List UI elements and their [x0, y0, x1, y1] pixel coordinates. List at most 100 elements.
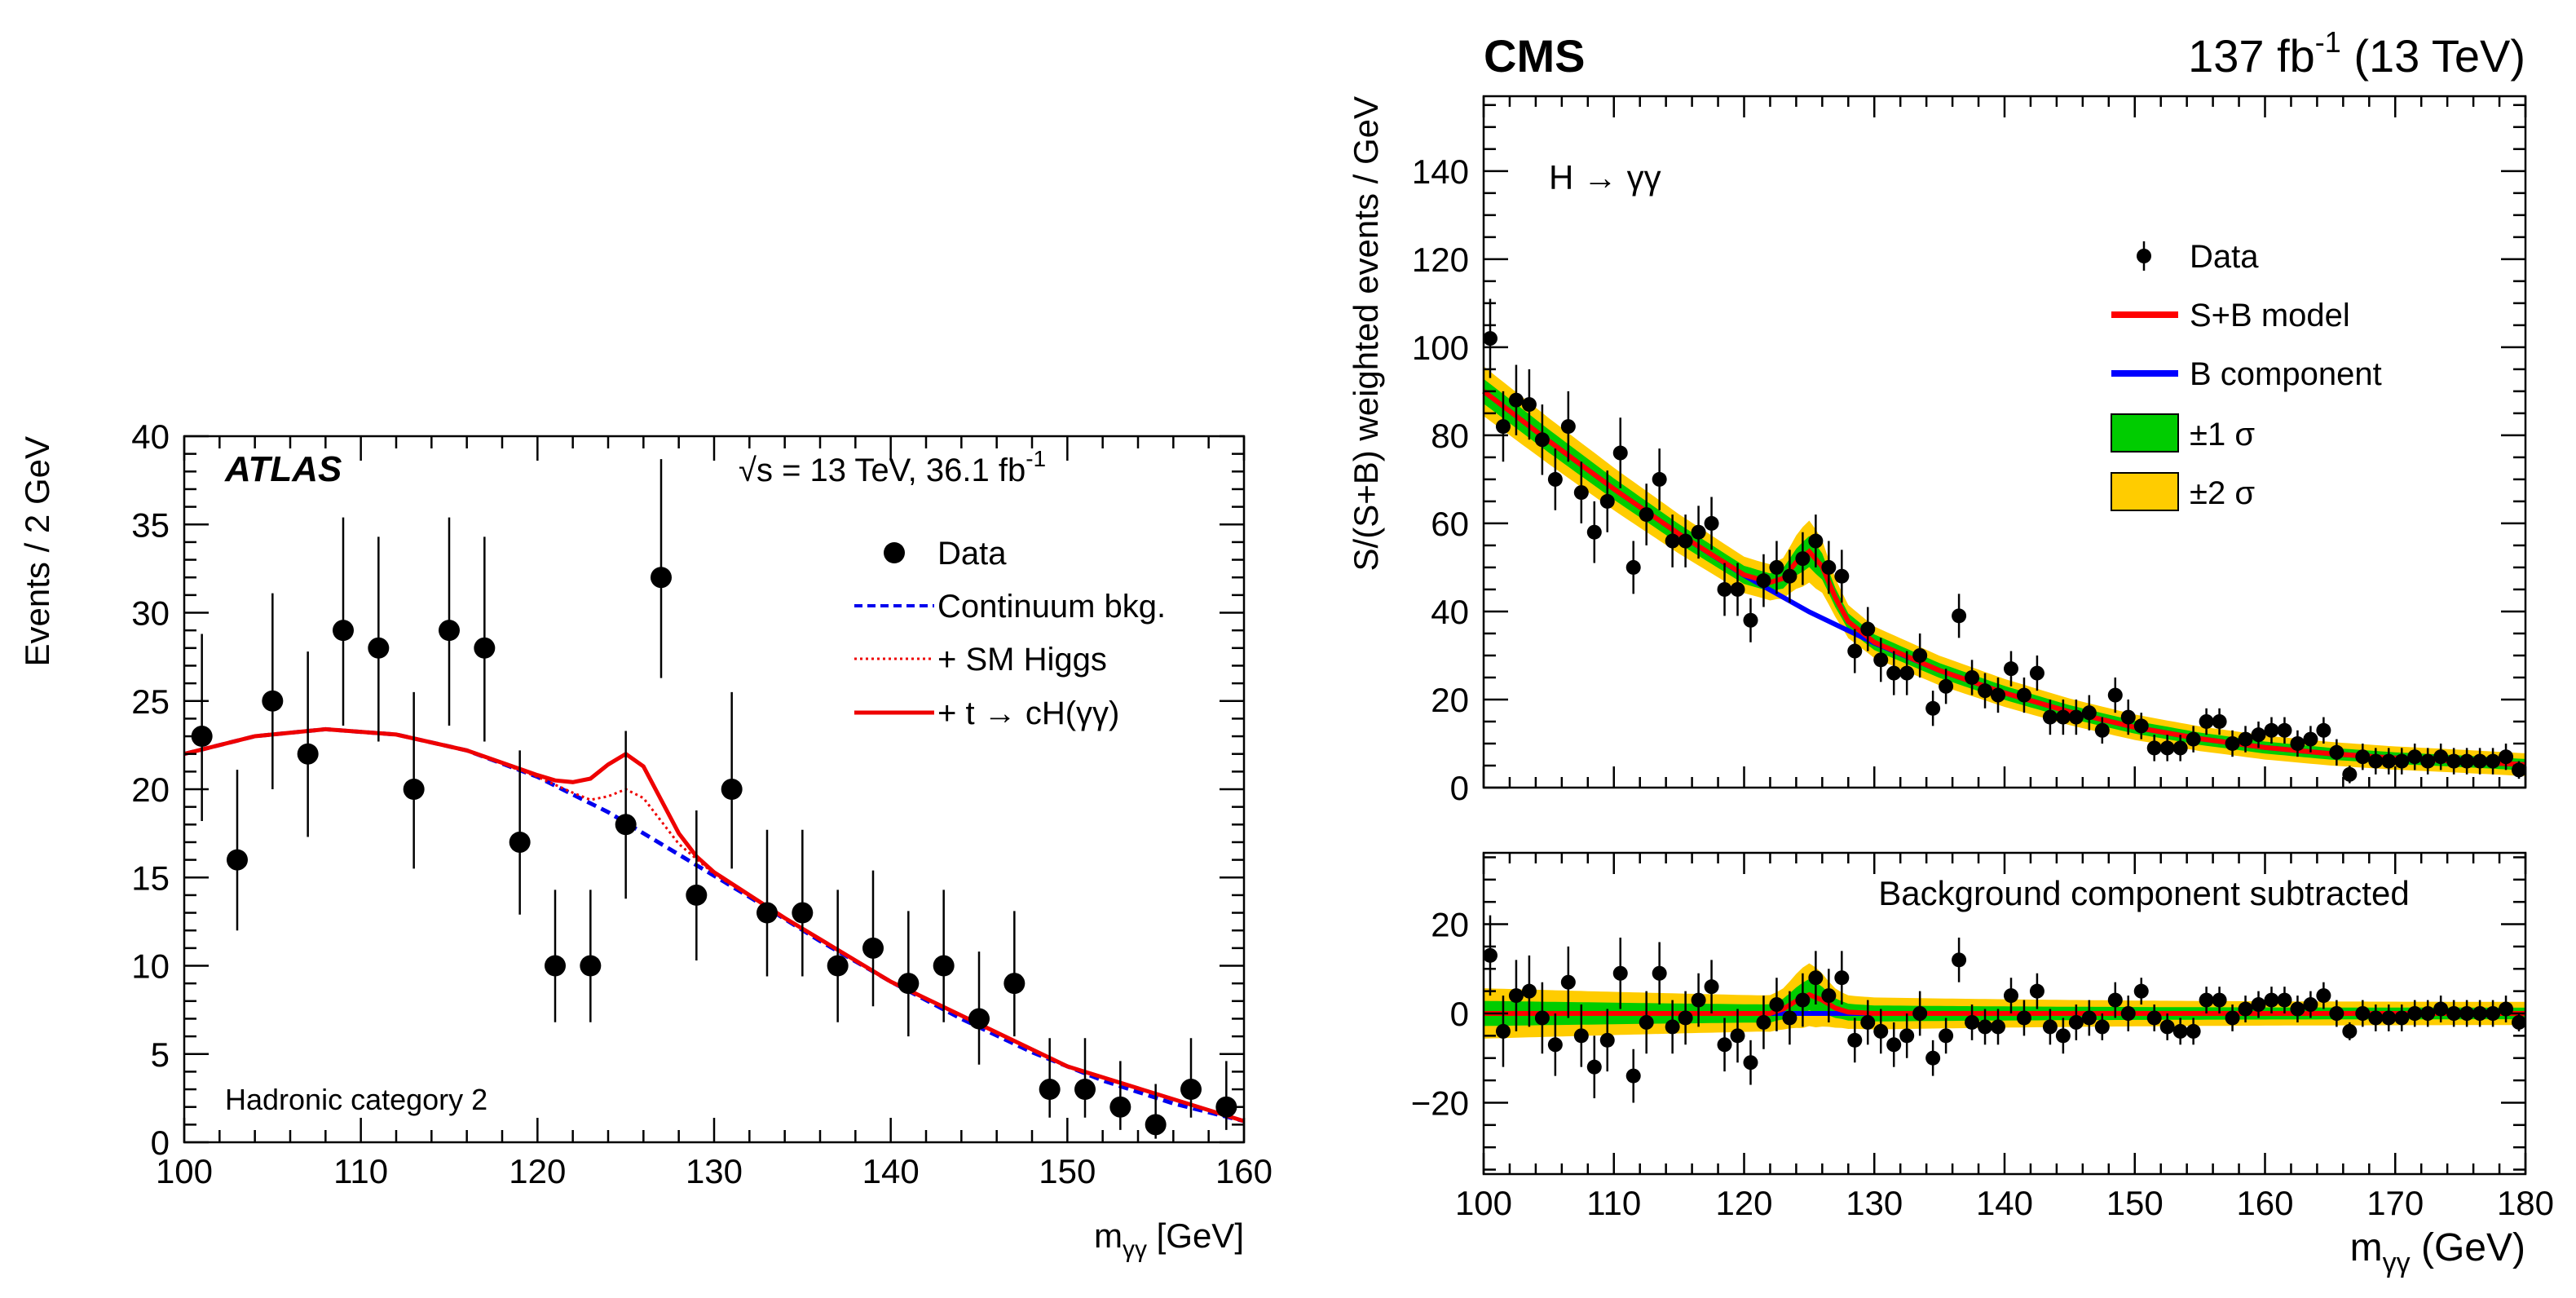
- cms-bottom-ticks: 100 110 120 130 140 150 160 170 180 −20 0 20: [1411, 853, 2554, 1222]
- cms-bottom-data-point: [1769, 997, 1784, 1013]
- cms-legend-data: Data: [2190, 239, 2259, 275]
- cms-top-data-point: [1639, 507, 1654, 523]
- atlas-data-point: [333, 620, 354, 642]
- cms-bottom-data-point: [2303, 997, 2318, 1013]
- cms-bottom-data-point: [1925, 1050, 1941, 1066]
- atlas-data-point: [1145, 1114, 1167, 1136]
- cms-bottom-data-point: [2472, 1006, 2488, 1021]
- cms-top-data-point: [1782, 568, 1797, 584]
- cms-bottom-data-point: [2355, 1006, 2371, 1021]
- cms-bottom-x-tick-label: 120: [1715, 1184, 1772, 1222]
- cms-bottom-data-point: [2055, 1028, 2071, 1044]
- atlas-data-point: [474, 637, 496, 659]
- cms-legend-s2-swatch: [2111, 472, 2179, 511]
- atlas-y-tick-label: 30: [131, 594, 170, 633]
- cms-top-y-tick-label: 140: [1412, 152, 1469, 191]
- cms-top-data-point: [1899, 665, 1915, 681]
- cms-top-data-point: [1821, 559, 1837, 575]
- atlas-y-axis-label: Events / 2 GeV: [18, 436, 56, 666]
- atlas-data-point: [227, 849, 248, 871]
- cms-bottom-x-tick-label: 130: [1846, 1184, 1903, 1222]
- atlas-category-label: Hadronic category 2: [225, 1083, 487, 1116]
- cms-bottom-data-point: [1521, 983, 1537, 999]
- atlas-data-point: [756, 902, 778, 924]
- cms-bottom-y-tick-label: 0: [1450, 995, 1469, 1033]
- cms-bottom-data-point: [1678, 1010, 1693, 1026]
- cms-bottom-y-tick-label: 20: [1431, 906, 1469, 944]
- cms-lumi-label: 137 fb-1 (13 TeV): [2188, 25, 2525, 82]
- cms-top-data-point: [2172, 740, 2188, 756]
- cms-bottom-x-tick-label: 170: [2366, 1184, 2424, 1222]
- cms-top-data-point: [1482, 331, 1498, 347]
- cms-top-data-point: [2381, 753, 2397, 769]
- atlas-data-point: [1180, 1079, 1202, 1101]
- atlas-ticks: 100 110 120 130 140 150 160 0 5 10 15 20 25 30 35 40: [131, 417, 1273, 1190]
- cms-top-data-point: [2120, 709, 2136, 725]
- cms-top-data-point: [1978, 683, 1993, 699]
- cms-bottom-data-point: [1873, 1023, 1889, 1039]
- cms-top-data-point: [1704, 515, 1719, 531]
- cms-bottom-data-point: [1586, 1059, 1602, 1075]
- cms-bottom-data-point: [2277, 992, 2292, 1008]
- cms-bottom-data-point: [1821, 988, 1837, 1004]
- cms-bottom-data-point: [1782, 1010, 1797, 1026]
- atlas-data-point: [509, 831, 531, 853]
- cms-y-axis-label: S/(S+B) weighted events / GeV: [1347, 96, 1385, 571]
- cms-x-axis-label: mγγ (GeV): [2350, 1226, 2525, 1278]
- atlas-data-point: [792, 902, 814, 924]
- cms-bottom-data-point: [2368, 1010, 2384, 1026]
- cms-bottom-panel: 100 110 120 130 140 150 160 170 180 −20 0 20 Backgr…: [1411, 851, 2554, 1278]
- cms-top-data-point: [1965, 669, 1980, 685]
- cms-bottom-data-point: [2420, 1006, 2436, 1021]
- cms-bottom-x-tick-label: 100: [1455, 1184, 1512, 1222]
- cms-top-data-point: [1834, 568, 1850, 584]
- cms-bottom-data-point: [2081, 1010, 2097, 1026]
- cms-bottom-data-point: [1691, 992, 1706, 1008]
- cms-top-data-point: [2186, 731, 2201, 747]
- cms-top-data-point: [1743, 612, 1758, 628]
- cms-bottom-curves: [1484, 991, 2525, 1016]
- cms-bottom-data-point: [2120, 1006, 2136, 1021]
- cms-bottom-data-point: [2251, 997, 2266, 1013]
- cms-top-data-point: [2329, 744, 2344, 760]
- atlas-y-tick-label: 0: [151, 1124, 170, 1162]
- cms-bottom-data-point: [2238, 1001, 2253, 1017]
- cms-bottom-data-point: [2068, 1014, 2084, 1030]
- cms-bottom-data-point: [2342, 1023, 2358, 1039]
- cms-bottom-data-point: [1952, 952, 1967, 968]
- cms-top-data-point: [1560, 419, 1576, 435]
- atlas-y-tick-label: 40: [131, 417, 170, 456]
- cms-top-data-point: [2055, 709, 2071, 725]
- cms-top-b-curve: [1482, 389, 2526, 767]
- cms-top-data-point: [1847, 643, 1863, 659]
- cms-bottom-title: Background component subtracted: [1878, 874, 2409, 912]
- cms-legend-b: B component: [2190, 356, 2382, 392]
- cms-bottom-data-point: [2329, 1006, 2344, 1021]
- atlas-x-tick-label: 140: [862, 1152, 920, 1190]
- atlas-data-point: [827, 955, 849, 977]
- cms-top-y-tick-label: 40: [1431, 593, 1469, 631]
- cms-bottom-data-point: [1860, 1014, 1876, 1030]
- cms-bottom-data-point: [1508, 988, 1524, 1004]
- atlas-data-point: [686, 884, 708, 906]
- cms-top-data-point: [1795, 551, 1811, 567]
- cms-top-data-point: [2446, 753, 2462, 769]
- cms-top-data-point: [1939, 678, 1954, 694]
- atlas-legend-signal: + t → cH(γγ): [937, 695, 1119, 731]
- cms-top-data-point: [2159, 740, 2175, 756]
- atlas-data-point: [580, 955, 602, 977]
- atlas-x-tick-label: 110: [333, 1152, 388, 1190]
- cms-top-data-point: [2290, 735, 2305, 751]
- atlas-data-point: [545, 955, 566, 977]
- atlas-data-point: [933, 955, 955, 977]
- cms-top-data-point: [1691, 524, 1706, 540]
- cms-top-data-point: [2016, 687, 2031, 703]
- cms-top-data-point: [2003, 661, 2018, 677]
- atlas-data-points: [191, 459, 1237, 1139]
- cms-bottom-data-point: [2172, 1023, 2188, 1039]
- cms-legend-s1: ±1 σ: [2190, 417, 2255, 453]
- cms-bottom-data-point: [1730, 1028, 1745, 1044]
- cms-top-data-point: [1612, 445, 1628, 461]
- atlas-x-tick-label: 150: [1039, 1152, 1096, 1190]
- cms-bottom-data-point: [2512, 1014, 2527, 1030]
